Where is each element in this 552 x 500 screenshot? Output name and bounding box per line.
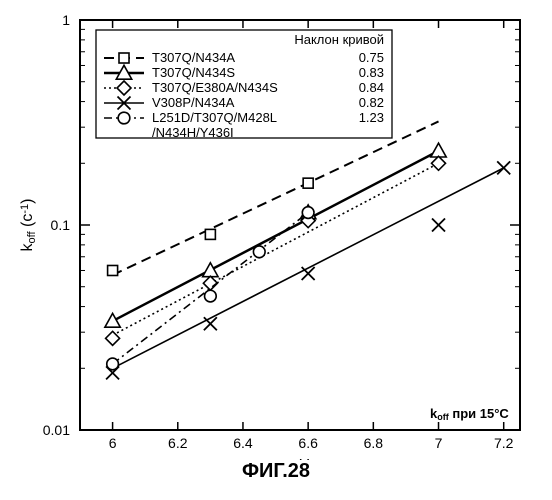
svg-text:Наклон кривой: Наклон кривой (294, 32, 384, 47)
svg-text:6: 6 (109, 435, 117, 451)
svg-text:/N434H/Y436I: /N434H/Y436I (152, 125, 234, 140)
svg-text:T307Q/E380A/N434S: T307Q/E380A/N434S (152, 80, 278, 95)
svg-text:0.01: 0.01 (43, 422, 70, 438)
svg-text:0.75: 0.75 (359, 50, 384, 65)
svg-text:7.2: 7.2 (494, 435, 514, 451)
svg-text:koff (c-1): koff (c-1) (19, 199, 38, 252)
figure-container: 66.26.46.66.877.2pH0.010.11koff (c-1)kof… (0, 0, 552, 500)
figure-caption: ФИГ.28 (0, 460, 552, 483)
svg-text:6.6: 6.6 (298, 435, 318, 451)
svg-text:0.1: 0.1 (51, 217, 71, 233)
svg-text:1: 1 (62, 12, 70, 28)
svg-text:0.82: 0.82 (359, 95, 384, 110)
svg-text:T307Q/N434A: T307Q/N434A (152, 50, 235, 65)
svg-text:T307Q/N434S: T307Q/N434S (152, 65, 235, 80)
svg-text:6.4: 6.4 (233, 435, 253, 451)
chart-svg: 66.26.46.66.877.2pH0.010.11koff (c-1)kof… (0, 0, 552, 460)
svg-text:7: 7 (435, 435, 443, 451)
svg-text:6.2: 6.2 (168, 435, 188, 451)
svg-text:1.23: 1.23 (359, 110, 384, 125)
svg-text:0.83: 0.83 (359, 65, 384, 80)
svg-text:0.84: 0.84 (359, 80, 384, 95)
svg-text:6.8: 6.8 (364, 435, 384, 451)
svg-text:L251D/T307Q/M428L: L251D/T307Q/M428L (152, 110, 277, 125)
svg-text:V308P/N434A: V308P/N434A (152, 95, 235, 110)
